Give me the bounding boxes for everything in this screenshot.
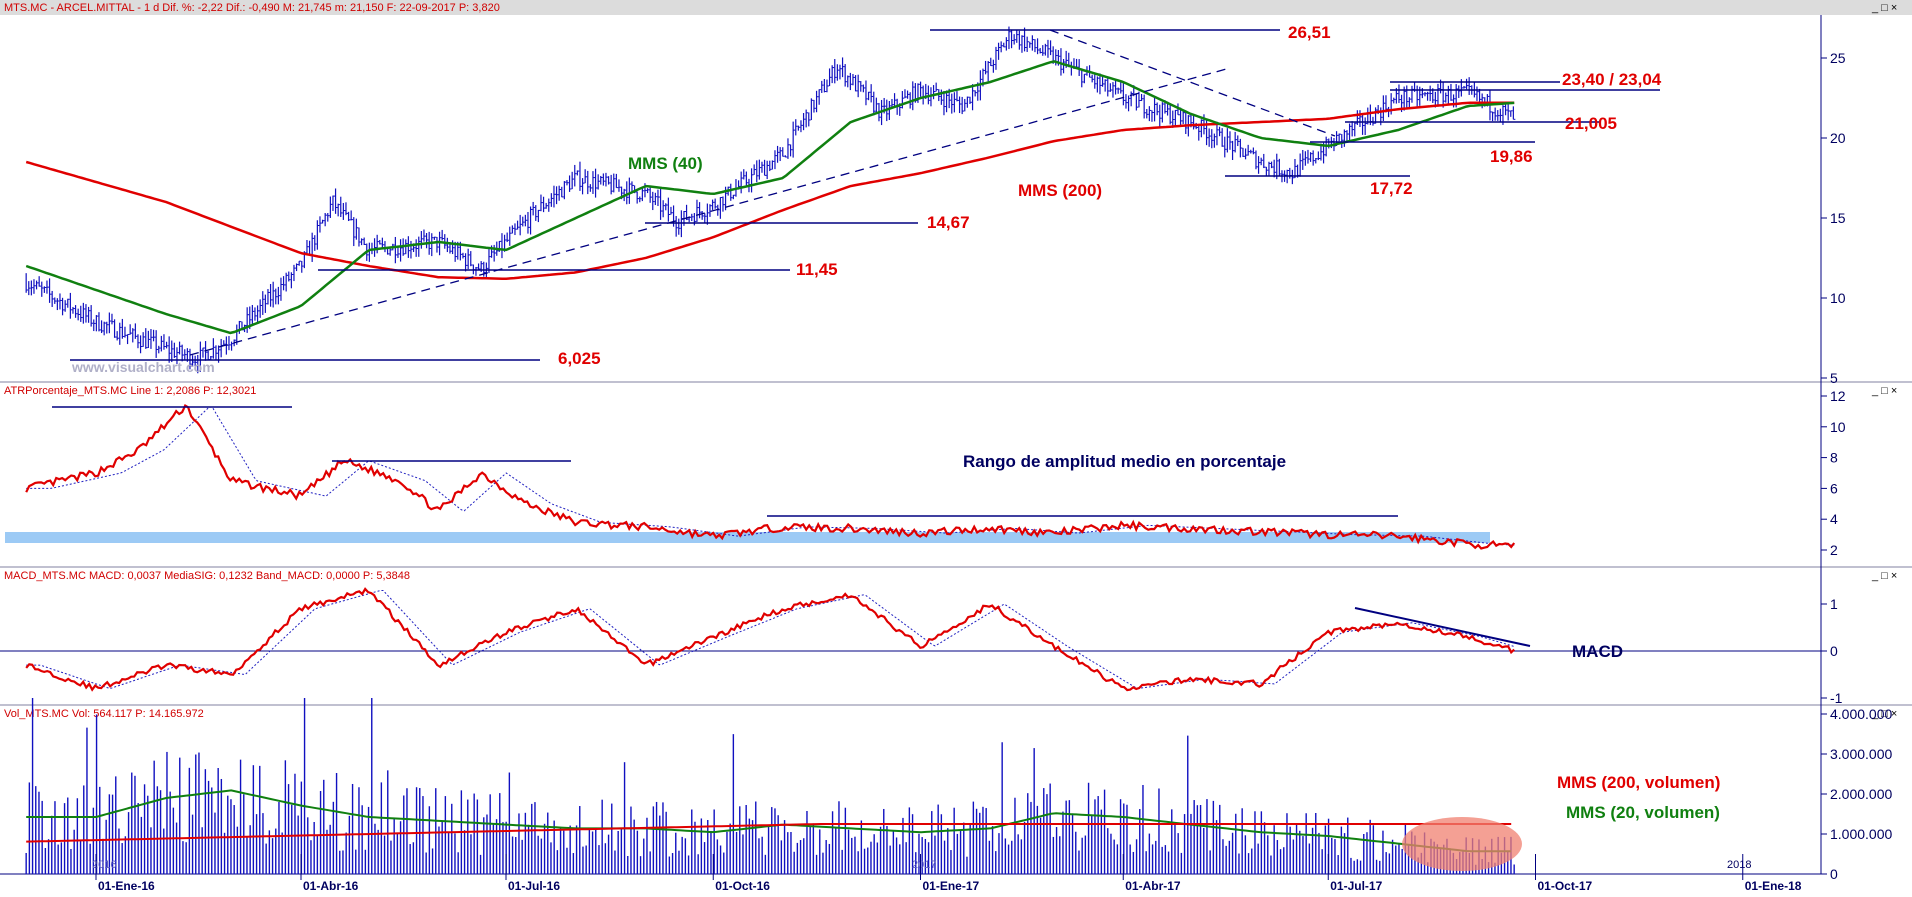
macd-controls[interactable]: _ □ ×: [1871, 570, 1897, 582]
atr-signal-line: [26, 406, 1515, 546]
atr-tick-label: 4: [1830, 511, 1838, 527]
price-tick-label: 5: [1830, 370, 1838, 386]
x-tick-label: 01-Ene-18: [1745, 879, 1802, 892]
macd-line: [25, 587, 1515, 692]
x-tick-label: 01-Oct-17: [1538, 879, 1593, 892]
label-21005: 21,005: [1565, 114, 1617, 133]
macd-label: MACD: [1572, 642, 1623, 661]
label-mms200: MMS (200): [1018, 181, 1102, 200]
volume-panel: [25, 698, 1515, 874]
year-2017: 2017: [912, 859, 936, 871]
atr-title: Rango de amplitud medio en porcentaje: [963, 452, 1286, 471]
volume-mms200-line: [26, 823, 1512, 843]
macd-tick-label: 0: [1830, 643, 1838, 659]
year-2016: 2016: [92, 859, 116, 871]
volume-tick-label: 1.000.000: [1830, 826, 1892, 842]
macd-tick-label: -1: [1830, 690, 1843, 706]
price-panel: [25, 26, 1516, 374]
downtrend-line: [1049, 29, 1336, 137]
macd-header: MACD_MTS.MC MACD: 0,0037 MediaSIG: 0,123…: [4, 570, 410, 582]
x-tick-label: 01-Abr-17: [1125, 879, 1181, 892]
label-mms40: MMS (40): [628, 154, 703, 173]
x-tick-label: 01-Jul-16: [508, 879, 560, 892]
mms200-line: [25, 101, 1515, 281]
volume-tick-label: 2.000.000: [1830, 786, 1892, 802]
x-tick-label: 01-Oct-16: [715, 879, 770, 892]
year-2018: 2018: [1727, 859, 1751, 871]
atr-controls[interactable]: _ □ ×: [1871, 385, 1897, 397]
label-1986: 19,86: [1490, 147, 1533, 166]
atr-tick-label: 2: [1830, 542, 1838, 558]
macd-signal-line: [26, 589, 1515, 690]
volume-highlight: [1402, 817, 1522, 871]
mms40-line: [25, 60, 1515, 335]
x-tick-label: 01-Ene-17: [923, 879, 980, 892]
label-1467: 14,67: [927, 213, 970, 232]
volume-tick-label: 3.000.000: [1830, 746, 1892, 762]
atr-panel: [5, 404, 1516, 550]
x-axis-ticks: 01-Ene-16 01-Abr-16 01-Jul-16 01-Oct-16 01-E…: [95, 854, 1802, 893]
price-tick-label: 15: [1830, 210, 1846, 226]
price-tick-label: 20: [1830, 130, 1846, 146]
atr-tick-label: 8: [1830, 450, 1838, 466]
window-controls[interactable]: _ □ ×: [1871, 2, 1897, 14]
label-6025: 6,025: [558, 349, 601, 368]
header-bar: [0, 0, 1912, 15]
label-2340: 23,40 / 23,04: [1562, 70, 1662, 89]
x-tick-label: 01-Abr-16: [303, 879, 359, 892]
x-tick-label: 01-Ene-16: [98, 879, 155, 892]
atr-tick-label: 12: [1830, 388, 1846, 404]
volume-tick-label: 4.000.000: [1830, 706, 1892, 722]
label-vol-mms200: MMS (200, volumen): [1557, 773, 1720, 792]
volume-tick-label: 0: [1830, 866, 1838, 882]
atr-tick-label: 10: [1830, 419, 1846, 435]
macd-panel: [0, 587, 1821, 692]
x-tick-label: 01-Jul-17: [1330, 879, 1382, 892]
atr-tick-label: 6: [1830, 480, 1838, 496]
macd-tick-label: 1: [1830, 596, 1838, 612]
y-axis-ticks: 2520151051210864210-14.000.0003.000.0002…: [1821, 50, 1892, 882]
watermark: www.visualchart.com: [71, 359, 215, 375]
header-text: MTS.MC - ARCEL.MITTAL - 1 d Dif. %: -2,2…: [4, 2, 500, 14]
volume-header: Vol_MTS.MC Vol: 564.117 P: 14.165.972: [4, 708, 204, 720]
atr-line: [25, 404, 1516, 550]
label-2651: 26,51: [1288, 23, 1331, 42]
atr-header: ATRPorcentaje_MTS.MC Line 1: 2,2086 P: 1…: [4, 385, 256, 397]
volume-controls[interactable]: _ □ ×: [1871, 708, 1897, 720]
price-tick-label: 10: [1830, 290, 1846, 306]
price-tick-label: 25: [1830, 50, 1846, 66]
label-vol-mms20: MMS (20, volumen): [1566, 803, 1720, 822]
label-1145: 11,45: [796, 260, 838, 279]
label-1772: 17,72: [1370, 179, 1413, 198]
atr-band: [5, 532, 1490, 543]
macd-trend-line: [1354, 607, 1531, 647]
